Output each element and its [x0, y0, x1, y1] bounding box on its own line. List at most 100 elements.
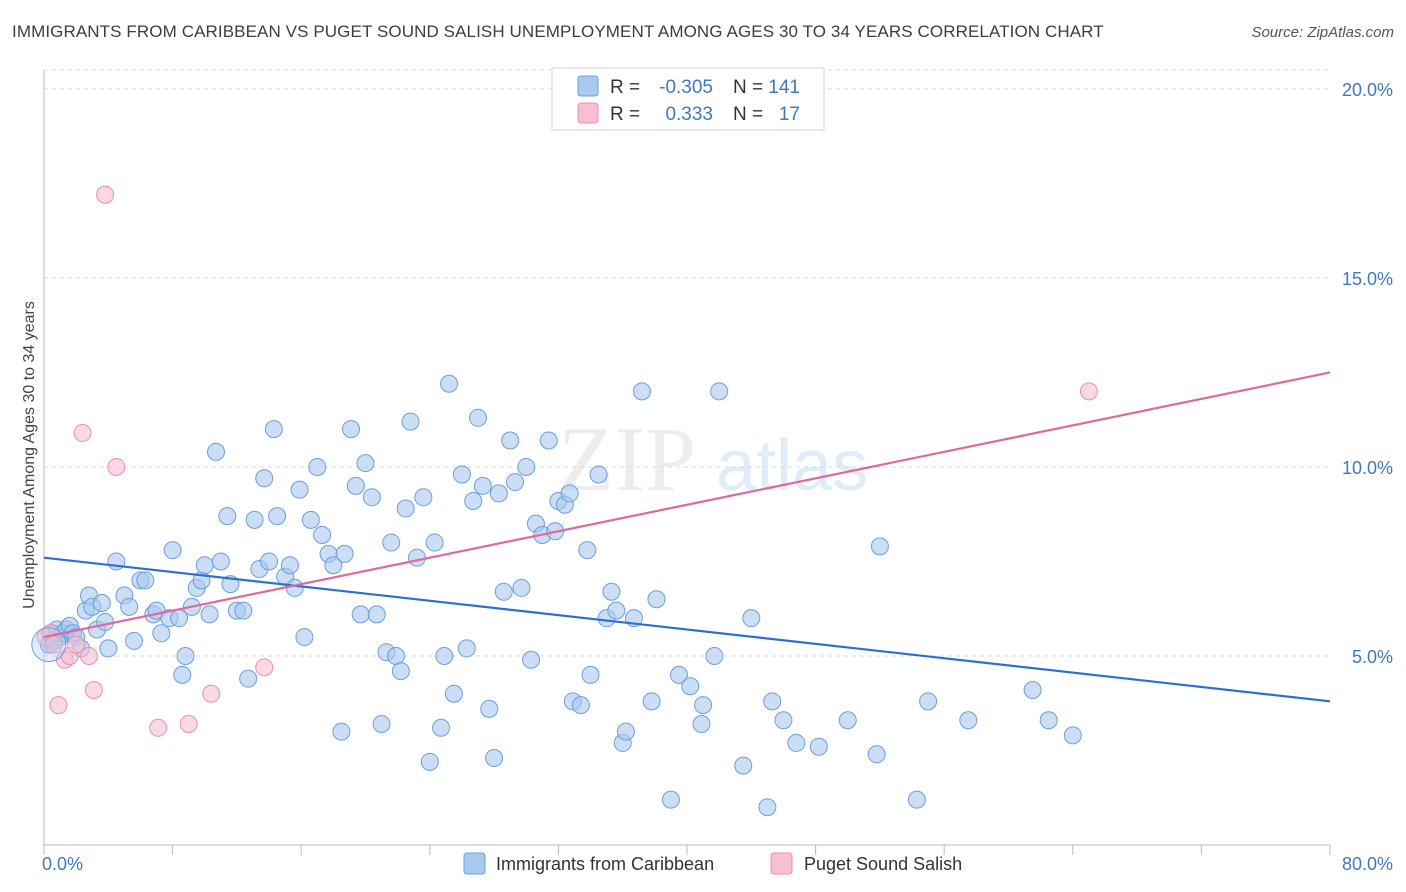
point-caribbean — [136, 571, 155, 590]
point-caribbean — [308, 457, 327, 476]
point-caribbean — [473, 476, 492, 495]
point-caribbean — [602, 582, 621, 601]
point-salish — [179, 715, 198, 734]
point-caribbean — [907, 790, 926, 809]
point-caribbean — [522, 650, 541, 669]
point-caribbean — [787, 733, 806, 752]
point-caribbean — [867, 745, 886, 764]
point-caribbean — [407, 548, 426, 567]
data-points — [31, 185, 1098, 817]
point-caribbean — [480, 699, 499, 718]
point-caribbean — [99, 639, 118, 658]
point-caribbean — [1039, 711, 1058, 730]
point-caribbean — [342, 420, 361, 439]
point-caribbean — [485, 749, 504, 768]
point-caribbean — [681, 677, 700, 696]
point-caribbean — [362, 488, 381, 507]
point-salish — [96, 185, 115, 204]
watermark-zip: ZIP — [558, 408, 696, 510]
point-caribbean — [692, 715, 711, 734]
point-caribbean — [539, 431, 558, 450]
axes — [43, 70, 1331, 855]
point-salish — [73, 423, 92, 442]
series-legend: Immigrants from Caribbean Puget Sound Sa… — [463, 852, 962, 875]
point-caribbean — [444, 684, 463, 703]
point-caribbean — [758, 798, 777, 817]
point-caribbean — [959, 711, 978, 730]
point-caribbean — [616, 722, 635, 741]
point-caribbean — [295, 628, 314, 647]
point-caribbean — [176, 646, 195, 665]
point-salish — [67, 635, 86, 654]
point-caribbean — [632, 382, 651, 401]
point-caribbean — [505, 473, 524, 492]
point-caribbean — [120, 597, 139, 616]
point-caribbean — [435, 646, 454, 665]
point-caribbean — [919, 692, 938, 711]
y-tick-label: 15.0% — [1342, 269, 1393, 289]
point-caribbean — [211, 552, 230, 571]
point-caribbean — [96, 612, 115, 631]
point-caribbean — [92, 594, 111, 613]
point-caribbean — [710, 382, 729, 401]
point-cluster-caribbean — [31, 627, 67, 663]
point-caribbean — [581, 665, 600, 684]
point-caribbean — [809, 737, 828, 756]
point-caribbean — [742, 609, 761, 628]
point-caribbean — [774, 711, 793, 730]
point-caribbean — [734, 756, 753, 775]
point-caribbean — [464, 491, 483, 510]
point-caribbean — [425, 533, 444, 552]
point-caribbean — [396, 499, 415, 518]
point-caribbean — [264, 420, 283, 439]
point-caribbean — [469, 408, 488, 427]
point-caribbean — [245, 510, 264, 529]
point-caribbean — [152, 624, 171, 643]
x-tick-label-min: 0.0% — [42, 854, 83, 874]
y-tick-label: 10.0% — [1342, 458, 1393, 478]
bottom-legend-swatch-salish — [770, 852, 793, 875]
point-caribbean — [432, 718, 451, 737]
point-caribbean — [401, 412, 420, 431]
point-caribbean — [356, 454, 375, 473]
point-caribbean — [346, 476, 365, 495]
legend-r-label-salish: R = — [610, 104, 640, 125]
point-caribbean — [512, 578, 531, 597]
point-caribbean — [255, 469, 274, 488]
legend-swatch-salish — [577, 102, 599, 124]
point-caribbean — [494, 582, 513, 601]
point-caribbean — [694, 696, 713, 715]
point-caribbean — [440, 374, 459, 393]
point-caribbean — [372, 715, 391, 734]
point-caribbean — [218, 507, 237, 526]
point-caribbean — [200, 605, 219, 624]
point-caribbean — [387, 646, 406, 665]
point-salish — [202, 684, 221, 703]
point-caribbean — [391, 662, 410, 681]
point-caribbean — [332, 722, 351, 741]
point-salish — [149, 718, 168, 737]
legend-n-value-caribbean: 141 — [768, 77, 800, 98]
point-caribbean — [268, 507, 287, 526]
point-caribbean — [705, 646, 724, 665]
point-caribbean — [517, 457, 536, 476]
point-caribbean — [280, 556, 299, 575]
point-caribbean — [669, 665, 688, 684]
point-caribbean — [163, 541, 182, 560]
point-caribbean — [571, 696, 590, 715]
point-caribbean — [234, 601, 253, 620]
chart-title: IMMIGRANTS FROM CARIBBEAN VS PUGET SOUND… — [12, 22, 1104, 41]
point-caribbean — [489, 484, 508, 503]
bottom-legend-label-caribbean: Immigrants from Caribbean — [496, 854, 714, 874]
point-caribbean — [452, 465, 471, 484]
gridlines — [44, 69, 1330, 657]
point-caribbean — [285, 578, 304, 597]
point-salish — [1079, 382, 1098, 401]
legend-n-value-salish: 17 — [779, 104, 800, 125]
point-caribbean — [661, 790, 680, 809]
point-caribbean — [560, 484, 579, 503]
point-salish — [49, 696, 68, 715]
point-caribbean — [351, 605, 370, 624]
legend-r-label-caribbean: R = — [610, 77, 640, 98]
